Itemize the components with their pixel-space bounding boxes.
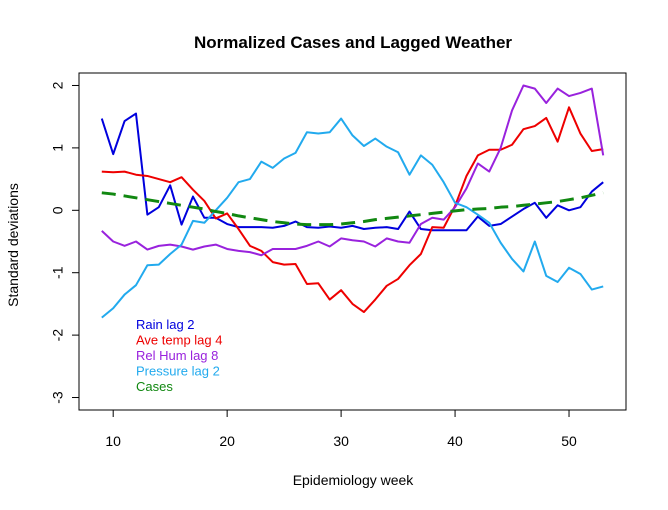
- y-axis-label: Standard deviations: [5, 183, 21, 307]
- y-axis: -3 -2 -1 0 1 2: [50, 81, 79, 404]
- y-tick-label: 2: [50, 81, 66, 89]
- series-line-cases: [101, 191, 604, 227]
- series-line-rain-lag-2: [100, 112, 604, 232]
- series-line-pressure-lag-2: [101, 117, 604, 319]
- legend-entry: Rain lag 2: [136, 317, 195, 332]
- y-tick-label: -2: [50, 329, 66, 342]
- legend-entry: Ave temp lag 4: [136, 333, 222, 348]
- chart-title: Normalized Cases and Lagged Weather: [194, 33, 512, 52]
- y-tick-label: 0: [50, 206, 66, 214]
- x-axis: 10 20 30 40 50: [105, 410, 577, 449]
- series-line-rel-hum-lag-8: [101, 84, 605, 257]
- y-tick-label: -3: [50, 391, 66, 404]
- x-tick-label: 40: [447, 433, 463, 449]
- x-tick-label: 10: [105, 433, 121, 449]
- y-tick-label: -1: [50, 266, 66, 279]
- legend-entry: Cases: [136, 379, 173, 394]
- x-tick-label: 30: [333, 433, 349, 449]
- series-layer: [100, 84, 605, 319]
- legend-entry: Pressure lag 2: [136, 364, 220, 379]
- series-line-ave-temp-lag-4: [101, 106, 604, 314]
- plot-frame: [78, 72, 627, 411]
- x-tick-label: 50: [561, 433, 577, 449]
- x-tick-label: 20: [219, 433, 235, 449]
- x-axis-label: Epidemiology week: [293, 472, 415, 488]
- y-tick-label: 1: [50, 144, 66, 152]
- legend-entry: Rel Hum lag 8: [136, 348, 218, 363]
